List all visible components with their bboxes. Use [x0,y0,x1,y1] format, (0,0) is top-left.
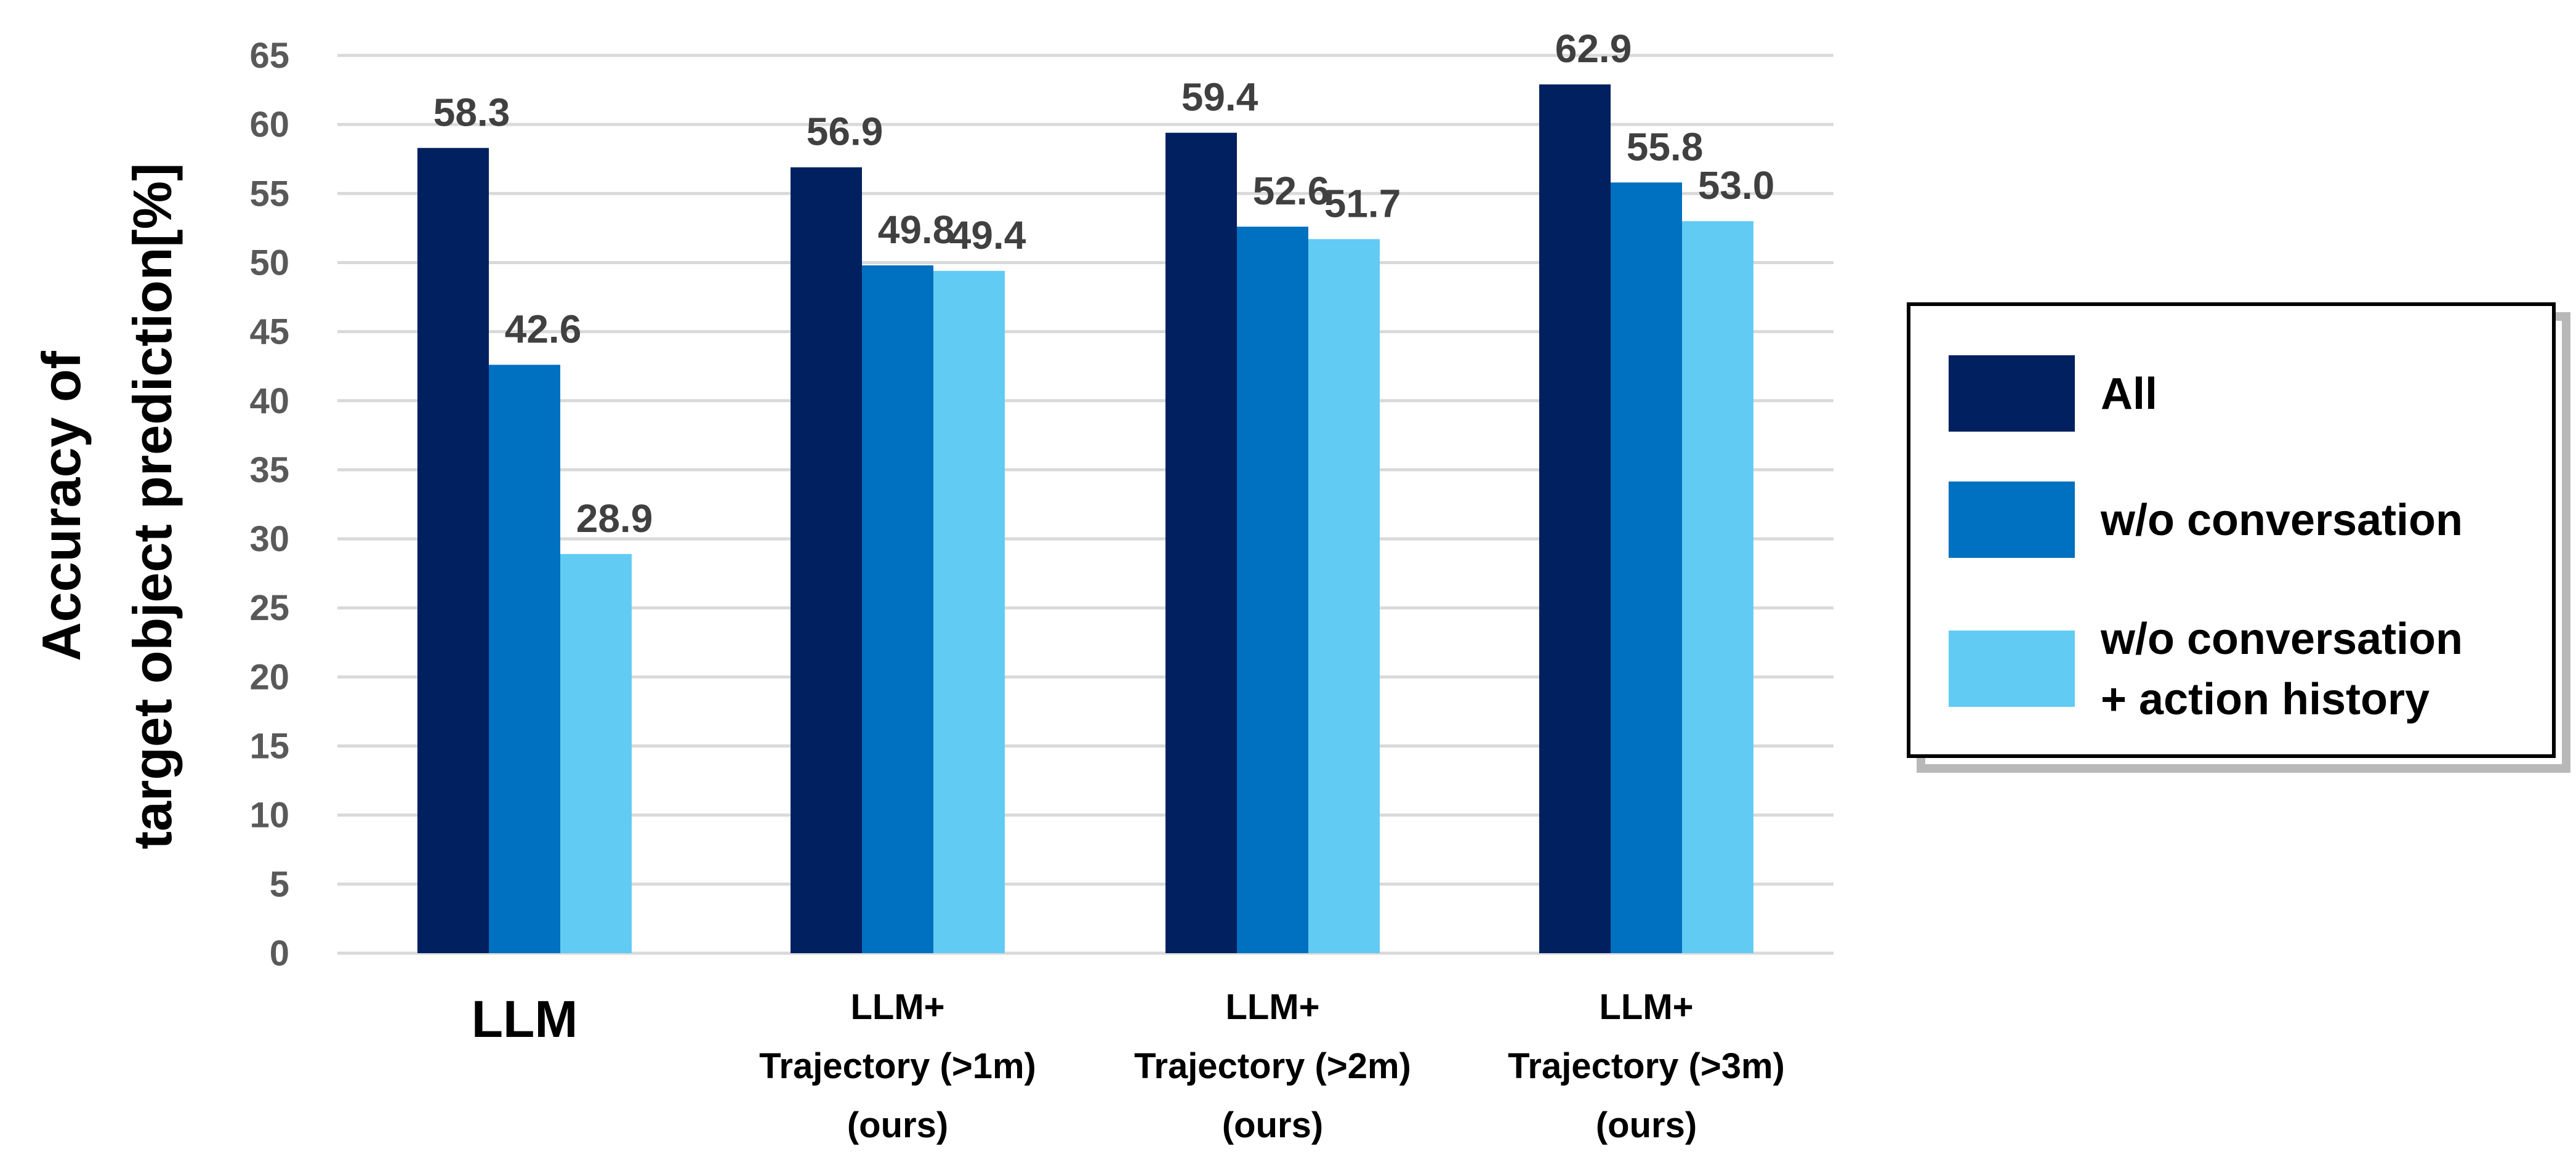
data-label: 49.4 [949,213,1026,257]
data-label: 28.9 [576,496,653,541]
y-tick-label: 65 [249,36,289,76]
data-label: 55.8 [1627,124,1704,169]
y-tick-label: 45 [249,312,289,352]
y-tick-label: 35 [249,450,289,490]
legend-swatch [1949,355,2075,432]
y-tick-label: 55 [249,174,289,214]
data-label: 51.7 [1324,181,1401,225]
y-tick-label: 30 [249,519,289,559]
data-label: 56.9 [807,110,883,154]
bar [1237,227,1308,953]
legend-label: w/o conversation [2100,496,2463,545]
data-label: 52.6 [1253,169,1330,213]
y-tick-label: 25 [249,588,289,628]
legend-label: All [2101,369,2157,419]
bar [560,554,632,953]
legend-swatch [1949,631,2075,707]
bar [489,365,560,953]
bar [1539,84,1611,953]
x-category-label: LLM+ Trajectory (>1m) (ours) [759,987,1036,1145]
y-tick-label: 50 [249,243,289,283]
bar [417,148,489,954]
data-label: 59.4 [1181,75,1258,119]
bar [933,270,1005,953]
x-axis-categories: LLM LLM+ Trajectory (>1m) (ours) LLM+ Traject… [472,987,1785,1145]
y-tick-label: 0 [270,933,289,973]
y-axis-title: Accuracy of target object prediction[%] [31,163,183,850]
bar [862,265,933,953]
legend: All w/o conversation w/o conversation + act… [1907,302,2570,773]
bar [1682,221,1753,954]
bar [791,167,862,954]
bar [1611,182,1682,954]
y-tick-label: 60 [249,105,289,145]
bar [1308,239,1380,953]
y-tick-label: 10 [249,796,289,836]
data-label: 58.3 [433,90,510,134]
y-tick-label: 15 [249,727,289,767]
y-tick-label: 40 [249,381,289,421]
y-tick-label: 5 [270,865,289,905]
x-category-label: LLM+ Trajectory (>3m) (ours) [1508,987,1785,1145]
data-labels: 58.3 56.9 59.4 62.9 42.6 49.8 52.6 55.8 28.9 49.4… [433,26,1775,541]
x-category-label: LLM+ Trajectory (>2m) (ours) [1134,987,1411,1145]
y-tick-label: 20 [249,657,289,697]
legend-swatch [1949,482,2075,558]
y-axis-ticks: 0 5 10 15 20 25 30 35 40 45 50 55 60 65 [249,36,289,973]
bar [1165,132,1237,953]
legend-label: w/o conversation + action history [2100,615,2463,724]
data-label: 42.6 [505,307,582,351]
data-label: 53.0 [1698,163,1775,208]
x-category-label: LLM [472,990,578,1048]
bars [417,84,1753,954]
data-label: 62.9 [1555,26,1632,71]
data-label: 49.8 [878,208,955,252]
y-axis-title: Accuracy of target object prediction[%] [31,163,183,850]
